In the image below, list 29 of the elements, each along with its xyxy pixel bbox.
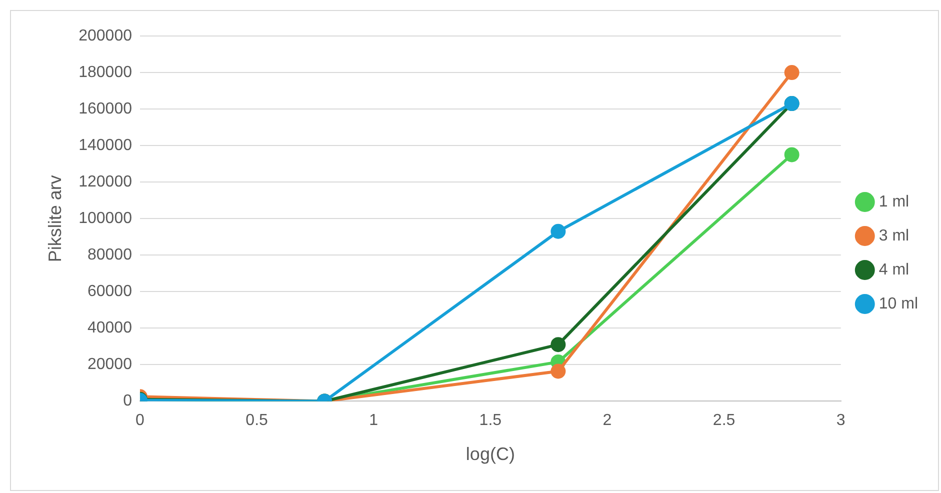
- point: [550, 364, 566, 379]
- y-tick-label: 120000: [78, 173, 132, 190]
- x-tick-label: 1.5: [479, 412, 502, 430]
- legend-label: 10 ml: [878, 295, 918, 312]
- point: [784, 65, 800, 80]
- y-tick-label: 160000: [78, 100, 132, 118]
- x-tick-label: 1: [369, 412, 378, 430]
- y-tick-label: 60000: [87, 283, 132, 300]
- point: [784, 147, 800, 162]
- y-tick-label: 0: [123, 392, 132, 410]
- y-tick-label: 140000: [78, 136, 132, 154]
- y-tick-label: 20000: [87, 356, 132, 374]
- y-tick-label: 180000: [78, 64, 132, 81]
- x-tick-label: 2: [602, 412, 612, 430]
- x-axis-title: log(C): [466, 444, 515, 464]
- x-tick-label: 2.5: [712, 412, 736, 430]
- y-tick-label: 40000: [87, 320, 132, 337]
- y-tick-label: 200000: [78, 27, 132, 44]
- legend-label: 4 ml: [878, 261, 910, 278]
- x-tick-label: 0.5: [246, 412, 268, 430]
- legend-label: 1 ml: [878, 193, 910, 210]
- x-tick-label: 3: [836, 412, 846, 430]
- y-tick-label: 80000: [87, 246, 132, 264]
- y-tick-label: 100000: [78, 210, 132, 228]
- legend-label: 3 ml: [878, 227, 910, 244]
- y-axis-title: Pikslite arv: [44, 175, 65, 262]
- x-tick-label: 0: [136, 412, 145, 430]
- point: [550, 224, 566, 239]
- point: [550, 337, 566, 352]
